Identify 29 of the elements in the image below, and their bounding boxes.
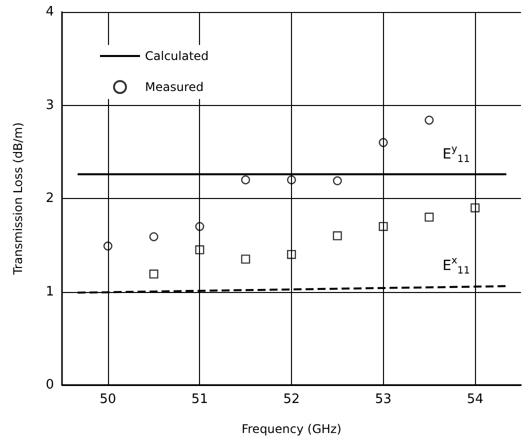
point [424, 116, 434, 125]
point [241, 254, 250, 264]
x-tick-label: 50 [100, 392, 116, 407]
y-tick-label: 1 [46, 284, 54, 300]
y-axis-title: Transmission Loss (dB/m) [11, 122, 25, 276]
point [378, 138, 388, 148]
legend-label: Calculated [145, 49, 209, 63]
point [241, 175, 250, 184]
point [195, 222, 204, 231]
point [332, 176, 342, 186]
point [287, 175, 296, 184]
x-tick-label: 53 [375, 392, 392, 407]
point [103, 242, 112, 251]
point [195, 245, 204, 254]
point [378, 222, 388, 231]
point [149, 270, 158, 279]
x-tick-label: 52 [283, 392, 300, 407]
point [470, 203, 480, 212]
legend-label: Measured [145, 80, 204, 94]
point [332, 231, 342, 240]
x-tick-label: 51 [191, 392, 208, 407]
y-tick-label: 2 [46, 191, 54, 206]
x-tick-label: 54 [466, 392, 484, 407]
point [149, 232, 158, 242]
y-tick-label: 3 [46, 98, 54, 113]
x-axis-title: Frequency (GHz) [242, 422, 342, 436]
point [424, 212, 434, 222]
y-tick-label: 4 [46, 4, 54, 20]
y-tick-label: 0 [46, 378, 54, 392]
